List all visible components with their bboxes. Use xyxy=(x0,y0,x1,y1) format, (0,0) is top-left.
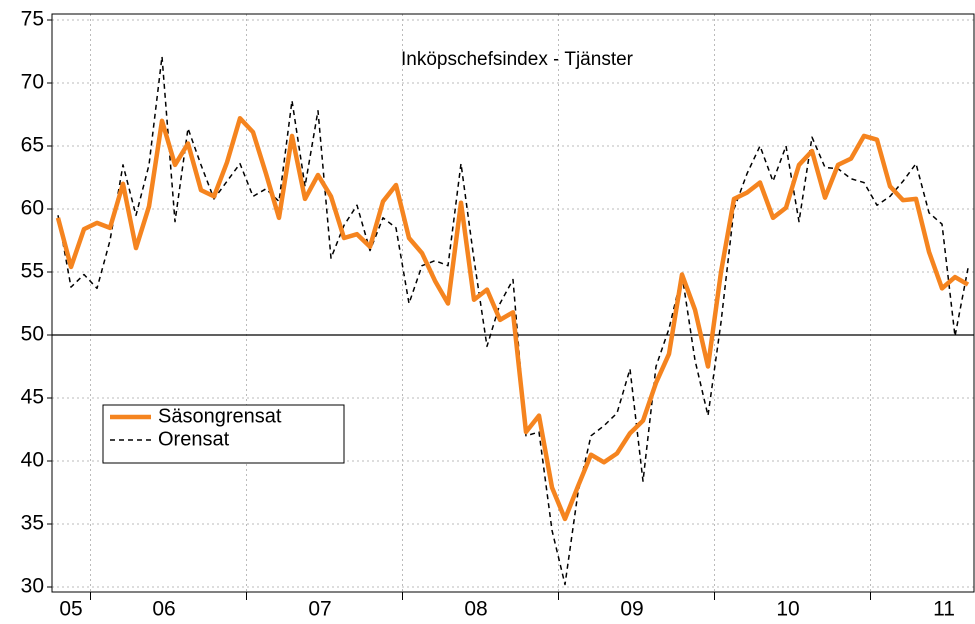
y-tick-label: 35 xyxy=(21,512,44,535)
y-tick-label: 65 xyxy=(21,134,44,157)
y-tick-label: 30 xyxy=(21,575,44,598)
y-tick-label: 45 xyxy=(21,386,44,409)
y-tick-label: 70 xyxy=(21,71,44,94)
x-tick-label: 09 xyxy=(620,598,643,621)
x-tick-label: 06 xyxy=(152,598,175,621)
plot-area xyxy=(52,14,974,592)
y-tick-label: 60 xyxy=(21,197,44,220)
x-tick-label: 05 xyxy=(59,598,82,621)
chart-title: Inköpschefsindex - Tjänster xyxy=(401,49,634,70)
y-tick-label: 40 xyxy=(21,449,44,472)
y-tick-label: 55 xyxy=(21,260,44,283)
x-tick-label: 10 xyxy=(776,598,799,621)
legend-label: Orensat xyxy=(158,428,230,450)
series-line xyxy=(57,55,969,586)
y-tick-label: 75 xyxy=(21,8,44,31)
legend-box xyxy=(102,404,345,464)
y-tick-label: 50 xyxy=(21,323,44,346)
series-line xyxy=(55,116,970,522)
x-tick-label: 11 xyxy=(933,598,955,621)
x-tick-label: 07 xyxy=(308,598,331,621)
plot-frame xyxy=(51,13,975,593)
legend-label: Säsongrensat xyxy=(158,405,282,427)
x-tick-label: 08 xyxy=(464,598,487,621)
